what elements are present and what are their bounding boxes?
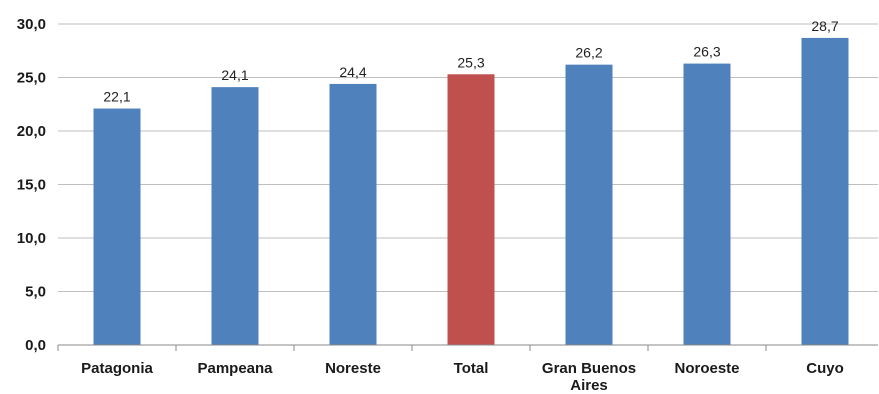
bar — [801, 37, 849, 345]
x-tick-label: Noroeste — [674, 360, 739, 377]
bar — [211, 87, 259, 345]
x-tick-label: Gran Buenos — [542, 360, 636, 377]
x-tick-label: Aires — [570, 377, 608, 394]
x-tick-label: Cuyo — [806, 360, 844, 377]
value-label: 24,1 — [221, 67, 248, 83]
y-tick-label: 10,0 — [17, 230, 46, 247]
bars — [93, 37, 849, 346]
x-tick-label: Noreste — [325, 360, 381, 377]
y-tick-label: 20,0 — [17, 123, 46, 140]
y-tick-label: 5,0 — [25, 284, 46, 301]
value-label: 24,4 — [339, 64, 366, 80]
y-tick-label: 0,0 — [25, 337, 46, 354]
value-label: 25,3 — [457, 54, 484, 70]
value-label: 26,2 — [575, 45, 602, 61]
y-tick-label: 25,0 — [17, 70, 46, 87]
x-axis — [57, 344, 878, 351]
x-tick-label: Pampeana — [197, 360, 273, 377]
x-axis-tick-labels: Patagonia Pampeana Noreste Total Gran Buenos… — [81, 360, 844, 394]
value-label: 22,1 — [103, 89, 130, 105]
x-tick-label: Patagonia — [81, 360, 153, 377]
x-tick-label: Total — [454, 360, 489, 377]
value-label: 26,3 — [693, 44, 720, 60]
bar-highlight — [447, 74, 495, 345]
y-tick-label: 15,0 — [17, 177, 46, 194]
value-labels: 22,1 24,1 24,4 25,3 26,2 26,3 28,7 — [103, 18, 838, 105]
bar — [565, 64, 613, 345]
value-label: 28,7 — [811, 18, 838, 34]
y-axis-tick-labels: 0,0 5,0 10,0 15,0 20,0 25,0 30,0 — [17, 16, 46, 354]
y-tick-label: 30,0 — [17, 16, 46, 33]
bar — [93, 108, 141, 345]
bar — [683, 63, 731, 346]
bar — [329, 83, 377, 346]
